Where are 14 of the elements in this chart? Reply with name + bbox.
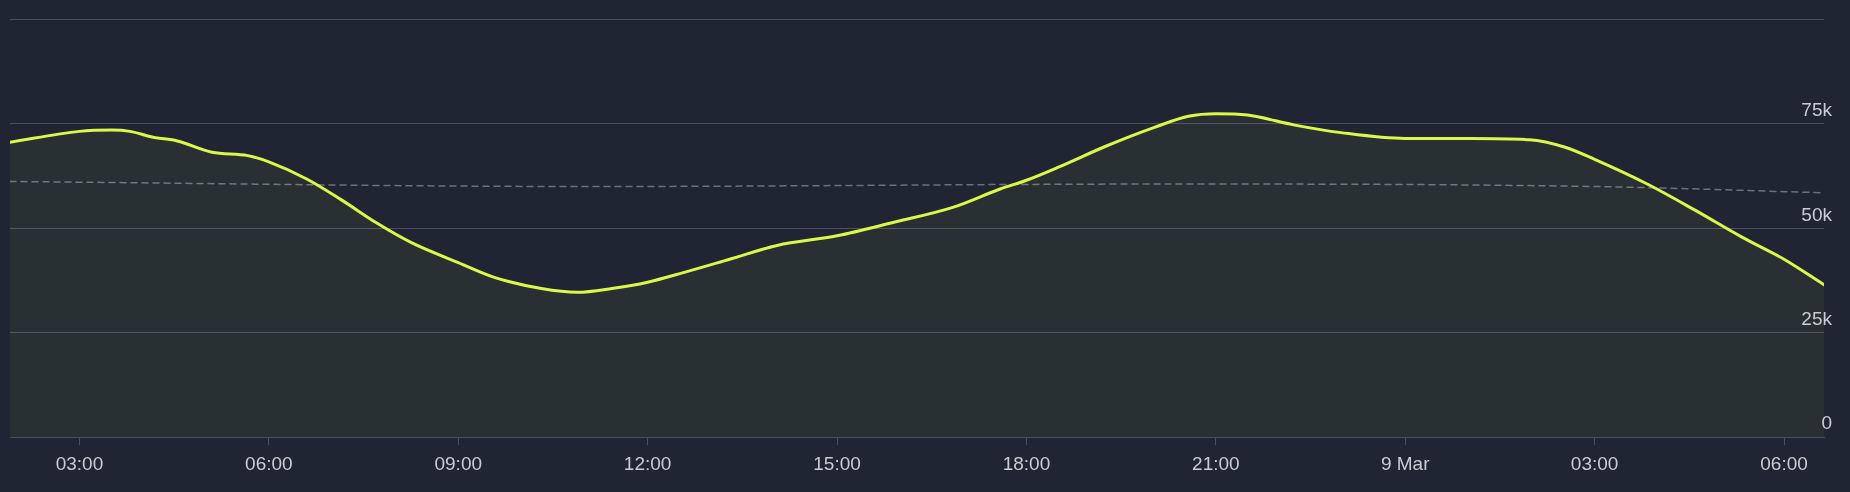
y-tick-label: 0 — [1821, 412, 1832, 434]
x-tick-label: 18:00 — [1002, 452, 1051, 474]
x-tick-label: 21:00 — [1192, 452, 1240, 474]
x-tick-label: 06:00 — [1760, 452, 1808, 474]
x-tick-label: 12:00 — [623, 452, 672, 474]
y-tick-label: 50k — [1801, 203, 1833, 225]
y-tick-label: 25k — [1801, 307, 1833, 329]
x-tick-label: 03:00 — [55, 452, 104, 474]
x-tick-label: 03:00 — [1570, 452, 1619, 474]
x-tick-label: 9 Mar — [1380, 452, 1431, 474]
x-tick-label: 06:00 — [245, 452, 293, 474]
x-tick-label: 15:00 — [813, 452, 861, 474]
x-tick-label: 09:00 — [434, 452, 483, 474]
y-tick-label: 75k — [1801, 99, 1833, 121]
